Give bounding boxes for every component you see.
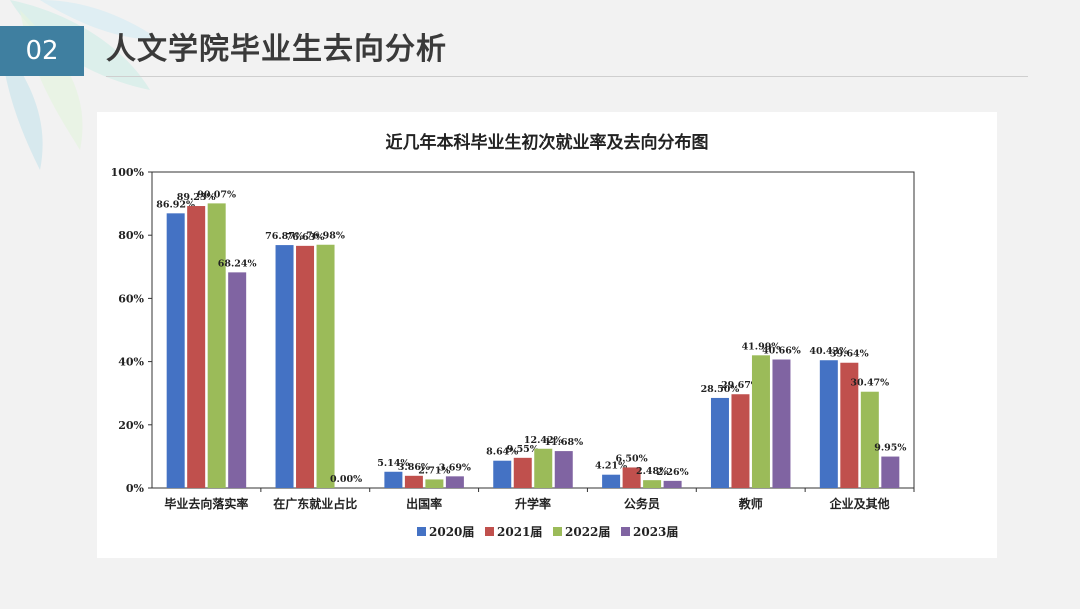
x-tick-label: 出国率 xyxy=(406,496,442,511)
legend-swatch-2020届 xyxy=(417,527,426,536)
bar-2021届-教师 xyxy=(731,394,750,488)
x-tick-label: 公务员 xyxy=(624,496,660,511)
data-label: 3.69% xyxy=(439,462,471,473)
bar-2022届-升学率 xyxy=(534,448,553,488)
data-label: 2.71% xyxy=(418,465,450,476)
data-label: 89.23% xyxy=(177,192,216,203)
bar-2022届-在广东就业占比 xyxy=(316,244,335,488)
x-tick-label: 教师 xyxy=(738,496,763,511)
bar-2023届-毕业去向落实率 xyxy=(228,272,247,488)
bar-2021届-毕业去向落实率 xyxy=(187,206,206,488)
y-tick-label: 20% xyxy=(118,419,144,432)
bar-2020届-公务员 xyxy=(602,474,621,488)
data-label: 76.87% xyxy=(265,231,304,242)
legend-label: 2022届 xyxy=(565,525,610,539)
bar-2021届-企业及其他 xyxy=(840,362,859,488)
data-label: 2.48% xyxy=(636,466,668,477)
bar-2023届-出国率 xyxy=(445,476,464,488)
bar-2022届-企业及其他 xyxy=(860,391,879,488)
bar-2020届-在广东就业占比 xyxy=(275,245,294,488)
data-label: 86.92% xyxy=(156,199,195,210)
data-label: 5.14% xyxy=(377,458,409,469)
bar-2023届-公务员 xyxy=(663,480,682,488)
data-label: 90.07% xyxy=(197,189,236,200)
bar-2021届-在广东就业占比 xyxy=(296,245,315,488)
bar-2020届-升学率 xyxy=(493,460,512,488)
data-label: 40.66% xyxy=(762,346,801,357)
legend-swatch-2022届 xyxy=(553,527,562,536)
data-label: 9.55% xyxy=(507,444,539,455)
data-label: 3.86% xyxy=(398,462,430,473)
data-label: 11.68% xyxy=(544,437,583,448)
bar-2023届-企业及其他 xyxy=(881,456,900,488)
bar-2020届-教师 xyxy=(710,397,729,488)
data-label: 28.50% xyxy=(701,384,740,395)
bar-2021届-公务员 xyxy=(622,467,641,488)
y-tick-label: 80% xyxy=(118,229,144,242)
bar-2022届-出国率 xyxy=(425,479,444,488)
plot-frame xyxy=(151,171,915,489)
data-label: 2.26% xyxy=(657,467,689,478)
data-label: 9.95% xyxy=(874,443,906,454)
bar-2021届-升学率 xyxy=(513,457,532,488)
data-label: 0.00% xyxy=(330,474,362,485)
y-tick-label: 0% xyxy=(126,482,145,495)
bar-2022届-教师 xyxy=(751,355,770,488)
data-label: 6.50% xyxy=(616,453,648,464)
bar-chart: 近几年本科毕业生初次就业率及去向分布图 0% 20% 40% 60% 80% 100% 毕业去… xyxy=(111,132,915,539)
legend-label: 2020届 xyxy=(429,525,474,539)
data-label: 40.43% xyxy=(809,346,848,357)
legend-swatch-2021届 xyxy=(485,527,494,536)
title-divider xyxy=(106,76,1028,77)
data-label: 29.67% xyxy=(721,380,760,391)
bar-2023届-教师 xyxy=(772,359,791,488)
bar-2022届-公务员 xyxy=(643,480,662,488)
x-tick-label: 在广东就业占比 xyxy=(273,496,357,511)
bar-2021届-出国率 xyxy=(404,475,423,488)
section-number: 02 xyxy=(0,26,84,76)
data-label: 8.64% xyxy=(486,447,518,458)
data-label: 76.63% xyxy=(286,232,325,243)
x-tick-label: 升学率 xyxy=(515,496,551,511)
x-tick-label: 毕业去向落实率 xyxy=(164,496,248,511)
x-tick-label: 企业及其他 xyxy=(829,496,890,511)
bar-2020届-出国率 xyxy=(384,471,403,488)
bar-2023届-升学率 xyxy=(554,451,573,488)
data-label: 68.24% xyxy=(218,258,257,269)
data-label: 12.42% xyxy=(524,435,563,446)
legend-label: 2023届 xyxy=(633,525,678,539)
y-tick-label: 40% xyxy=(118,356,144,369)
bar-2022届-毕业去向落实率 xyxy=(207,203,226,489)
data-label: 41.99% xyxy=(742,341,781,352)
data-label: 30.47% xyxy=(850,378,889,389)
legend-swatch-2023届 xyxy=(621,527,630,536)
bar-2020届-毕业去向落实率 xyxy=(166,213,185,488)
legend-label: 2021届 xyxy=(497,525,542,539)
chart-panel: 近几年本科毕业生初次就业率及去向分布图 0% 20% 40% 60% 80% 100% 毕业去… xyxy=(97,112,997,558)
y-tick-label: 100% xyxy=(111,166,145,179)
bar-2020届-企业及其他 xyxy=(819,360,838,488)
data-label: 39.64% xyxy=(830,349,869,360)
slide-title: 人文学院毕业生去向分析 xyxy=(106,32,447,67)
data-label: 4.21% xyxy=(595,461,627,472)
y-tick-label: 60% xyxy=(118,292,144,305)
chart-title: 近几年本科毕业生初次就业率及去向分布图 xyxy=(386,132,709,153)
data-label: 76.98% xyxy=(306,231,345,242)
